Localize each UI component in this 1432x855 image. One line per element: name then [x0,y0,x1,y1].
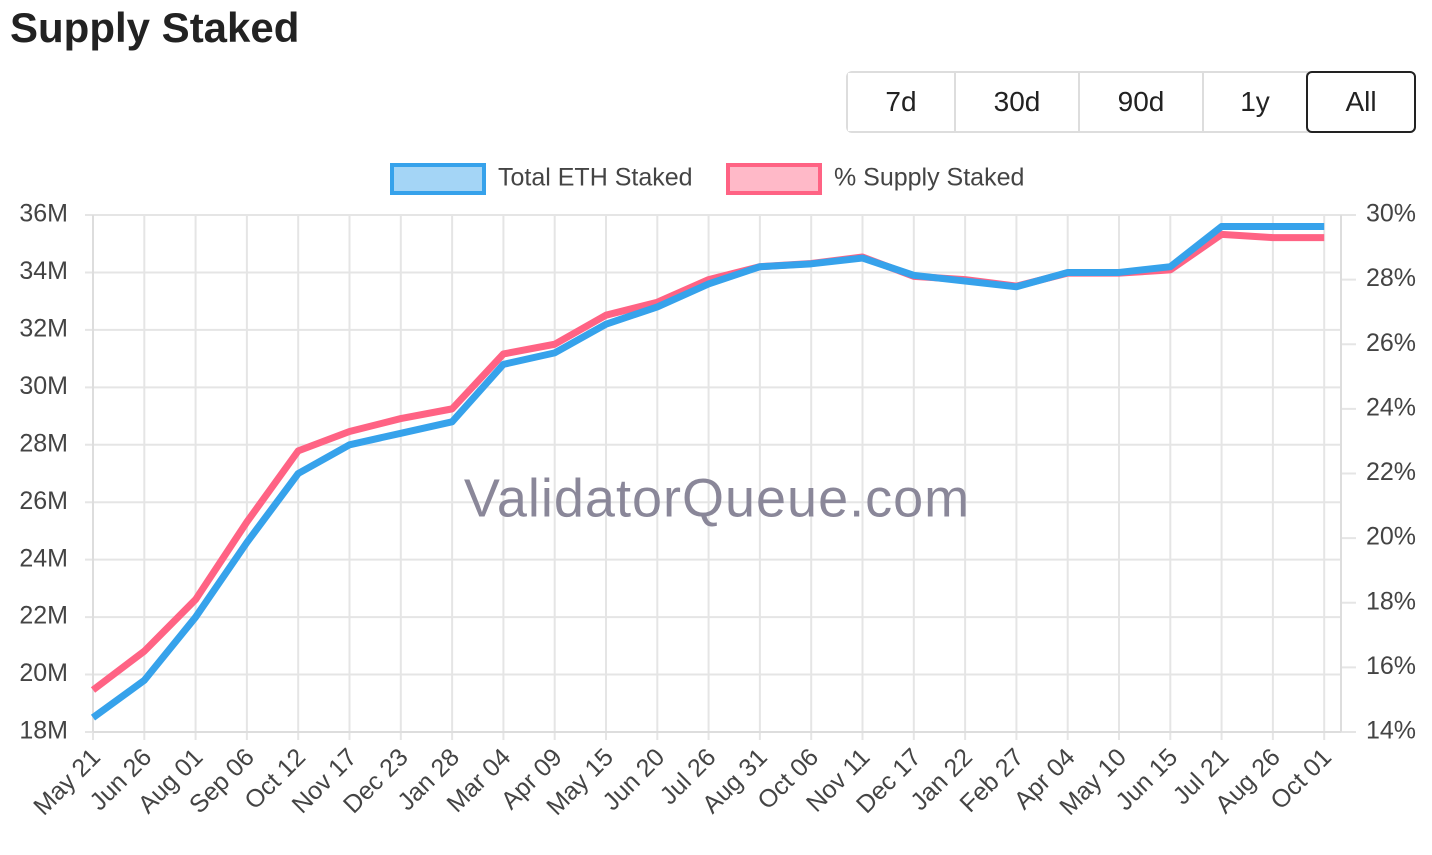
range-button[interactable]: 90d [1080,73,1204,131]
range-button[interactable]: All [1306,71,1416,133]
range-button[interactable]: 30d [956,73,1080,131]
legend-swatch [390,163,486,195]
y2-tick-label: 26% [1366,329,1416,357]
y-tick-label: 28M [19,429,68,457]
y-tick-label: 22M [19,602,68,630]
y-tick-label: 18M [19,717,68,745]
y-tick-label: 20M [19,659,68,687]
y-tick-label: 36M [19,200,68,228]
y2-tick-label: 16% [1366,652,1416,680]
watermark: ValidatorQueue.com [464,468,970,528]
y-tick-label: 30M [19,372,68,400]
y2-tick-label: 28% [1366,264,1416,292]
range-selector: 7d 30d 90d 1y All [846,71,1416,133]
page-title: Supply Staked [10,4,300,51]
legend-label: Total ETH Staked [498,164,693,192]
x-tick-label: May 21 [28,743,106,821]
y2-tick-label: 14% [1366,717,1416,745]
y-tick-label: 34M [19,257,68,285]
series-line [90,222,1325,721]
y-tick-label: 32M [19,314,68,342]
y2-tick-label: 24% [1366,393,1416,421]
y-tick-label: 24M [19,544,68,572]
legend-label: % Supply Staked [834,164,1024,192]
legend-swatch [726,163,822,195]
y-tick-label: 26M [19,487,68,515]
range-button[interactable]: 7d [848,73,956,131]
y2-tick-label: 22% [1366,458,1416,486]
y2-tick-label: 20% [1366,523,1416,551]
range-button[interactable]: 1y [1204,73,1308,131]
y2-tick-label: 30% [1366,200,1416,228]
y2-tick-label: 18% [1366,587,1416,615]
